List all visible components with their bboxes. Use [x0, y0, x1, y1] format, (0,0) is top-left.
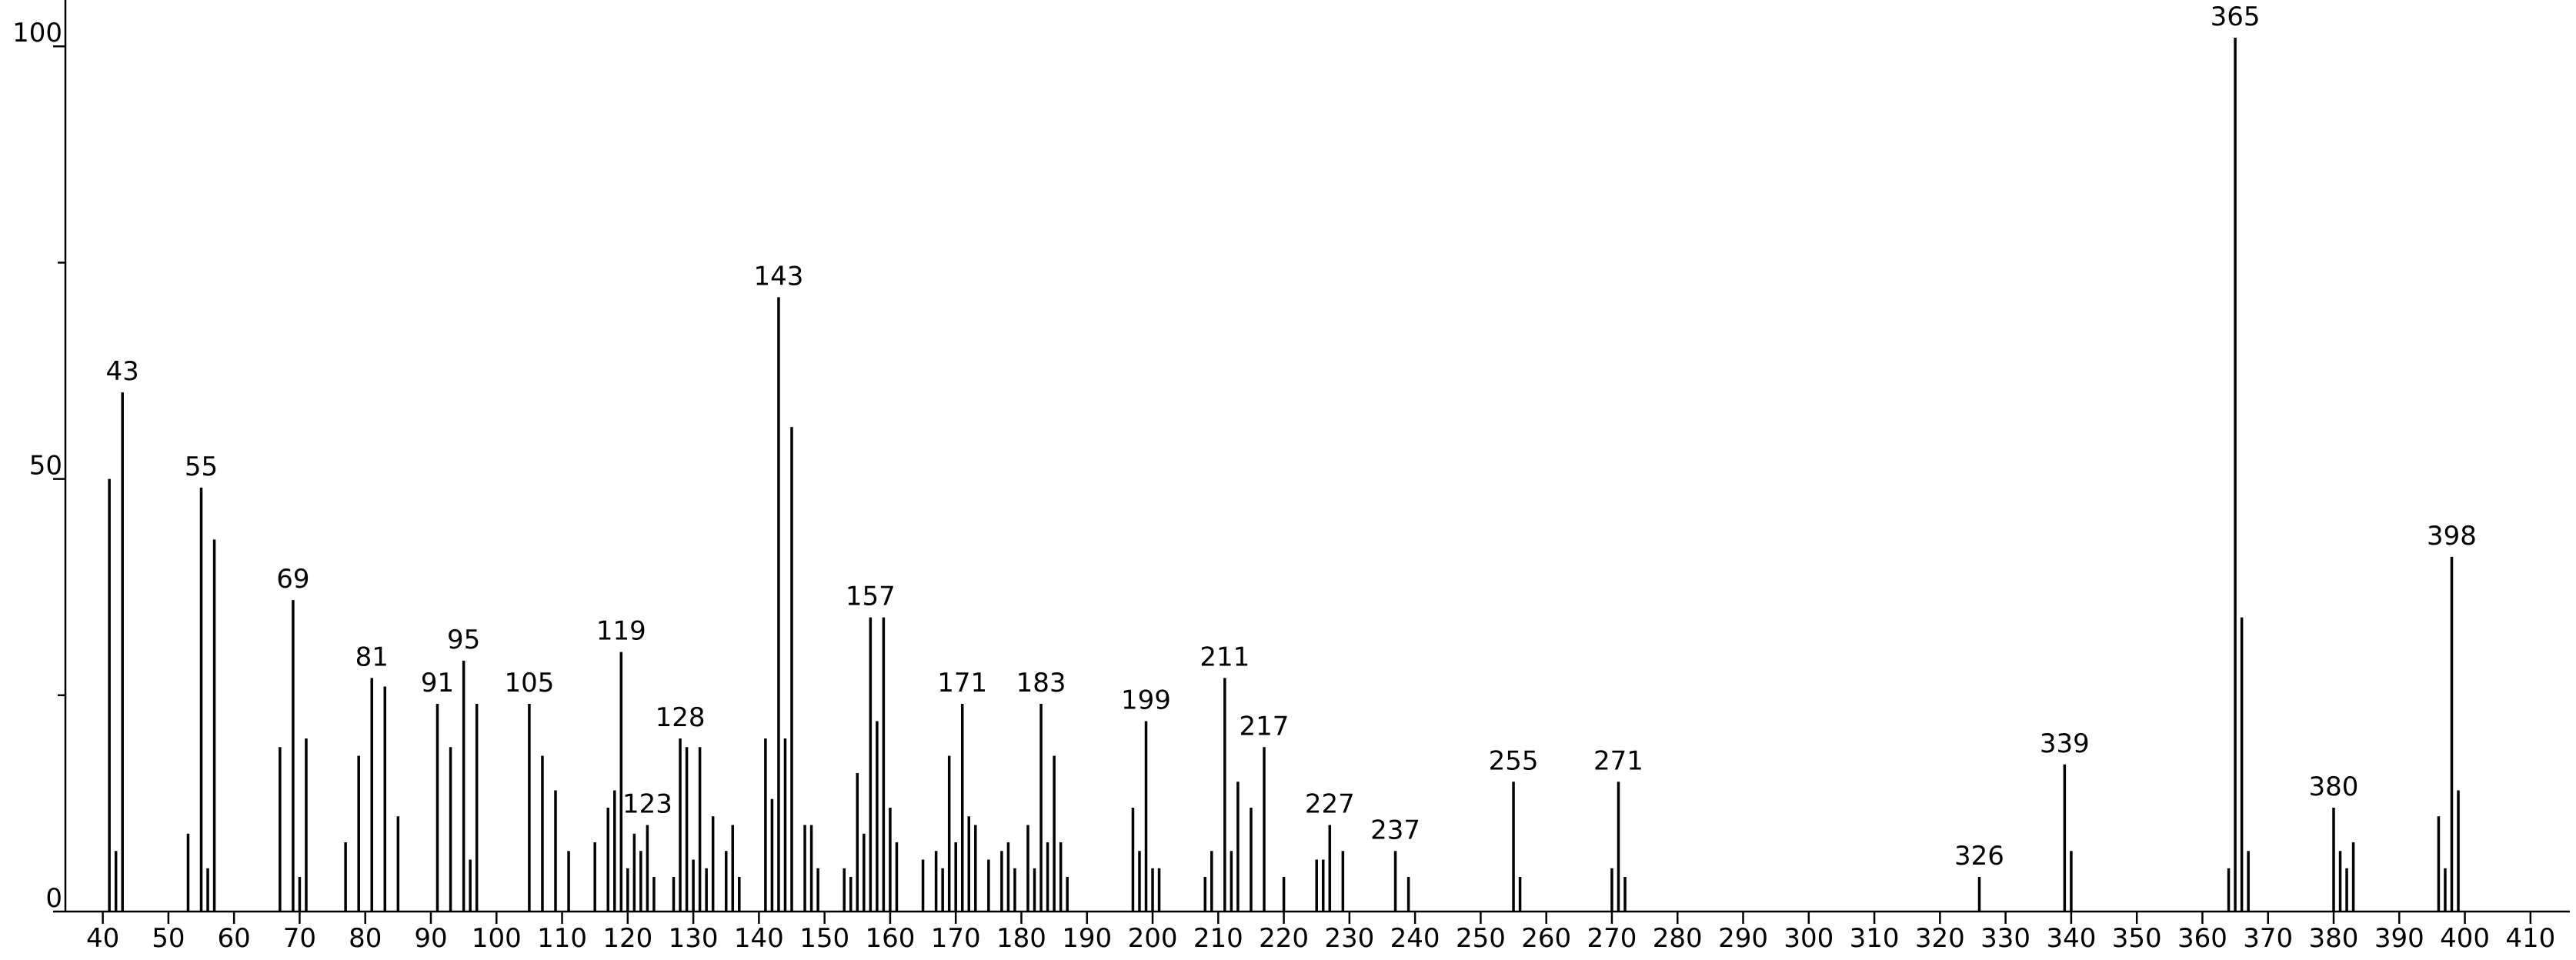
x-tick-label: 210: [1193, 923, 1243, 954]
x-tick-label: 320: [1915, 923, 1965, 954]
x-tick-label: 330: [1980, 923, 2030, 954]
y-tick-label: 50: [29, 451, 62, 482]
peak-label: 365: [2211, 2, 2261, 32]
peak-label: 105: [504, 668, 554, 698]
peak-label: 199: [1121, 685, 1171, 716]
peak-label: 211: [1200, 642, 1250, 672]
peak-label: 91: [421, 668, 454, 698]
x-tick-label: 300: [1784, 923, 1834, 954]
peak-label: 55: [185, 452, 218, 482]
peak-label: 227: [1305, 789, 1355, 820]
x-tick-label: 240: [1390, 923, 1440, 954]
peak-label: 217: [1240, 711, 1290, 742]
peak-label: 183: [1016, 668, 1066, 698]
x-tick-label: 50: [152, 923, 185, 954]
x-tick-label: 340: [2046, 923, 2096, 954]
peak-label: 255: [1489, 745, 1539, 776]
x-tick-label: 150: [799, 923, 849, 954]
peak-label: 69: [276, 564, 309, 595]
y-tick-label: 0: [45, 883, 62, 914]
y-tick-label: 100: [12, 18, 62, 48]
x-tick-label: 350: [2112, 923, 2162, 954]
peak-label: 380: [2309, 772, 2359, 802]
x-tick-label: 410: [2505, 923, 2555, 954]
x-tick-label: 190: [1062, 923, 1112, 954]
x-tick-label: 360: [2177, 923, 2227, 954]
x-tick-label: 160: [865, 923, 915, 954]
x-tick-label: 40: [86, 923, 119, 954]
peak-label: 157: [846, 582, 896, 612]
x-tick-label: 290: [1718, 923, 1768, 954]
x-tick-label: 280: [1653, 923, 1703, 954]
peak-label: 43: [106, 356, 139, 387]
peak-label: 271: [1593, 745, 1643, 776]
x-tick-label: 200: [1128, 923, 1178, 954]
peak-label: 119: [596, 616, 646, 647]
x-tick-label: 110: [537, 923, 587, 954]
x-tick-label: 390: [2374, 923, 2424, 954]
peak-label: 237: [1370, 815, 1420, 845]
x-tick-label: 60: [218, 923, 251, 954]
x-tick-label: 70: [283, 923, 316, 954]
peak-label: 398: [2427, 521, 2477, 552]
x-tick-label: 380: [2309, 923, 2359, 954]
peak-label: 143: [754, 261, 804, 292]
peak-label: 81: [355, 642, 389, 672]
peak-label: 128: [656, 702, 706, 733]
peak-label: 123: [622, 789, 672, 820]
x-tick-label: 230: [1324, 923, 1374, 954]
x-tick-label: 100: [472, 923, 522, 954]
x-tick-label: 170: [931, 923, 981, 954]
x-tick-label: 370: [2243, 923, 2293, 954]
x-tick-label: 400: [2440, 923, 2490, 954]
peak-label: 339: [2040, 728, 2090, 759]
x-tick-label: 120: [602, 923, 652, 954]
x-tick-label: 140: [734, 923, 784, 954]
x-tick-label: 250: [1456, 923, 1506, 954]
x-tick-label: 260: [1521, 923, 1571, 954]
x-tick-label: 270: [1587, 923, 1637, 954]
x-tick-label: 180: [996, 923, 1046, 954]
x-tick-label: 220: [1259, 923, 1309, 954]
peak-label: 95: [447, 625, 480, 655]
peak-label: 326: [1954, 841, 2004, 872]
x-tick-label: 80: [349, 923, 382, 954]
x-tick-label: 130: [669, 923, 719, 954]
x-tick-label: 90: [414, 923, 447, 954]
x-tick-label: 310: [1850, 923, 1900, 954]
peak-label: 171: [937, 668, 987, 698]
